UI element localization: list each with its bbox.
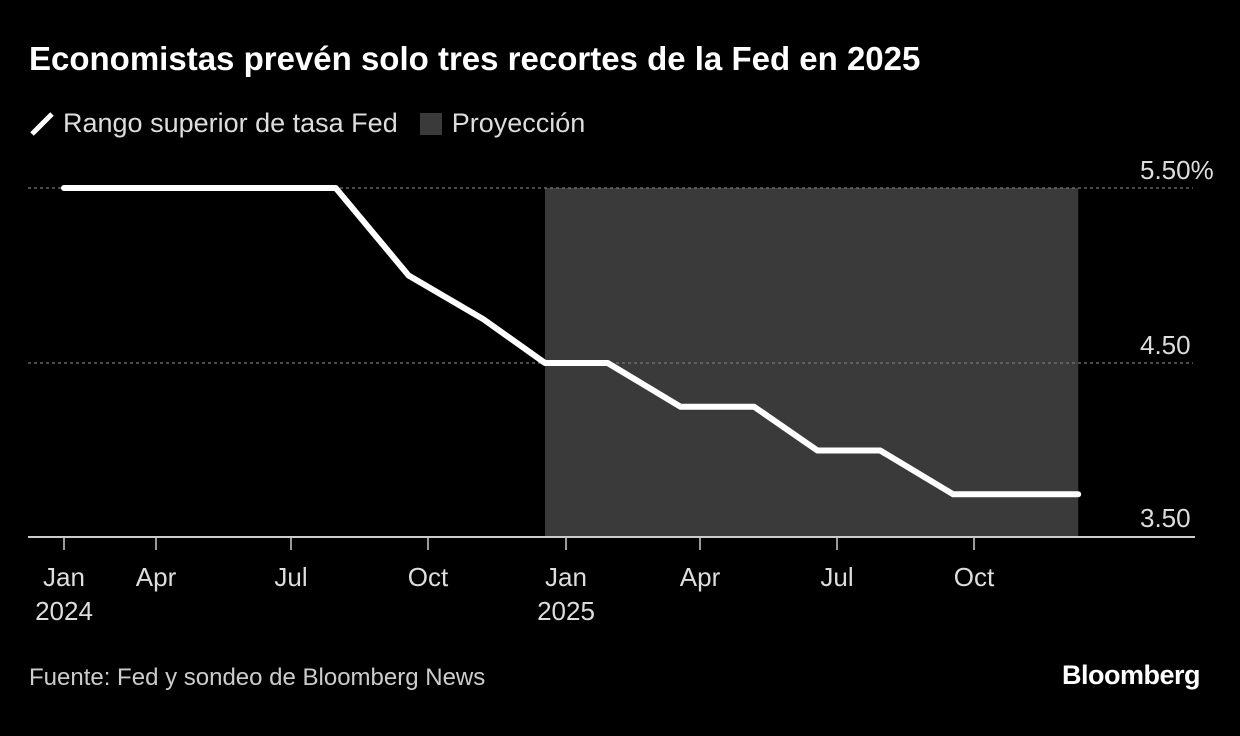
x-tick-label: Oct (954, 562, 995, 592)
fed-rate-line (61, 185, 1082, 498)
y-tick-label: 4.50 (1140, 330, 1191, 360)
x-tick-year-label: 2024 (35, 596, 93, 626)
legend-item-projection: Proyección (419, 108, 586, 139)
legend-line-icon (30, 111, 54, 136)
legend-item-rate: Rango superior de tasa Fed (29, 108, 398, 139)
legend-box-icon (419, 112, 442, 135)
x-tick-label: Jan (545, 562, 587, 592)
x-tick-label: Jul (820, 562, 853, 592)
chart-title: Economistas prevén solo tres recortes de… (29, 40, 921, 77)
y-tick-label: 5.50% (1140, 155, 1214, 185)
x-tick-label: Oct (408, 562, 449, 592)
x-tick-label: Apr (136, 562, 177, 592)
legend-label-projection: Proyección (451, 108, 586, 138)
x-tick-year-label: 2025 (537, 596, 595, 626)
x-tick-label: Jan (43, 562, 85, 592)
legend: Rango superior de tasa Fed Proyección (29, 108, 607, 139)
x-tick-label: Apr (680, 562, 721, 592)
source-note: Fuente: Fed y sondeo de Bloomberg News (29, 664, 486, 691)
x-tick-label: Jul (274, 562, 307, 592)
bloomberg-logo: Bloomberg (1061, 660, 1201, 690)
legend-label-rate: Rango superior de tasa Fed (63, 108, 398, 138)
y-tick-label: 3.50 (1140, 503, 1191, 533)
